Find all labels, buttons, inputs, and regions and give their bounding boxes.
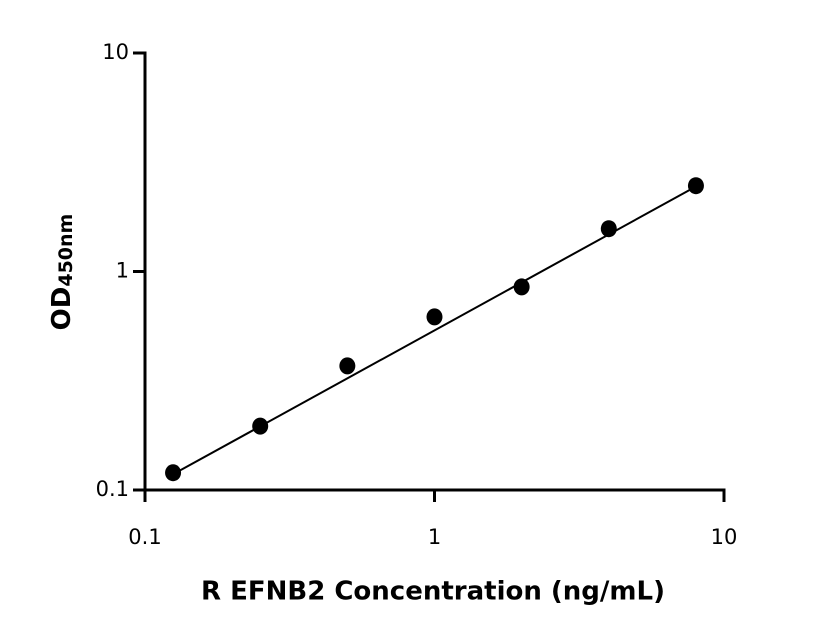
x-tick-label: 1	[428, 525, 441, 549]
y-axis-title-main: OD	[47, 287, 77, 331]
x-axis-title: R EFNB2 Concentration (ng/mL)	[201, 577, 665, 607]
fit-line	[172, 185, 697, 476]
data-point	[165, 464, 182, 482]
y-tick-label: 0.1	[96, 477, 129, 501]
data-point	[339, 357, 356, 375]
y-tick-label: 10	[102, 40, 129, 64]
data-point	[513, 278, 530, 296]
y-axis-title-subscript: 450nm	[55, 214, 77, 287]
data-point	[252, 417, 269, 435]
data-point	[687, 177, 704, 195]
x-tick-label: 0.1	[128, 525, 161, 549]
y-axis-title: OD450nm	[47, 214, 77, 331]
data-point	[426, 308, 443, 326]
y-tick-label: 1	[116, 259, 129, 283]
data-point	[600, 220, 617, 238]
x-tick-label: 10	[711, 525, 738, 549]
